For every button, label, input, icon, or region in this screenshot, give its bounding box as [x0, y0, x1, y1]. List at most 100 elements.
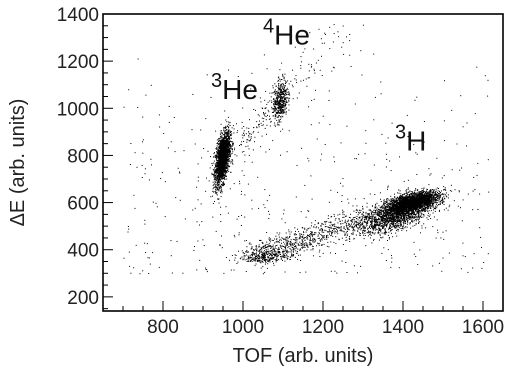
data-point — [273, 99, 275, 101]
data-point — [226, 140, 228, 141]
data-point — [278, 107, 280, 109]
data-point — [218, 190, 220, 192]
data-point — [418, 206, 420, 208]
data-point — [437, 192, 438, 193]
data-point — [412, 211, 413, 213]
data-point — [217, 181, 219, 183]
data-point — [389, 206, 391, 208]
data-point — [430, 200, 432, 201]
data-point — [288, 100, 290, 102]
data-point — [283, 103, 285, 105]
data-point — [289, 97, 291, 99]
data-point — [280, 110, 282, 112]
data-point — [416, 197, 418, 199]
data-point — [216, 175, 218, 177]
data-point — [228, 127, 229, 129]
data-point — [214, 185, 216, 187]
data-point — [419, 201, 421, 203]
data-point — [220, 169, 222, 170]
data-point — [218, 152, 220, 154]
data-point — [427, 202, 429, 204]
data-point — [426, 196, 428, 198]
data-point — [418, 192, 420, 194]
data-point — [221, 168, 223, 170]
data-point — [399, 201, 401, 202]
data-point — [220, 190, 222, 192]
data-point — [389, 203, 391, 205]
data-point — [221, 145, 223, 147]
data-point — [275, 103, 277, 105]
data-point — [407, 191, 409, 193]
data-point — [412, 192, 413, 194]
data-point — [232, 163, 234, 165]
data-point — [217, 157, 219, 159]
data-point — [276, 96, 278, 98]
data-point — [284, 111, 286, 113]
data-point — [220, 192, 221, 194]
data-point — [212, 162, 214, 164]
data-point — [216, 172, 218, 174]
data-point — [218, 175, 220, 177]
data-point — [226, 147, 228, 149]
data-point — [413, 216, 415, 218]
data-point — [404, 200, 406, 202]
data-point — [276, 104, 278, 106]
data-point — [423, 187, 425, 189]
data-point — [218, 144, 220, 146]
data-point — [211, 174, 213, 176]
data-point — [225, 150, 227, 151]
data-point — [216, 189, 218, 191]
data-point — [222, 137, 224, 139]
data-point — [392, 198, 394, 199]
data-point — [223, 162, 225, 164]
data-point — [436, 194, 438, 195]
data-point — [230, 134, 232, 135]
data-point — [222, 158, 224, 159]
data-point — [220, 162, 222, 164]
data-point — [420, 192, 422, 194]
data-point — [227, 132, 229, 134]
data-point — [275, 93, 277, 95]
data-point — [279, 96, 281, 98]
data-point — [387, 210, 389, 212]
data-point — [228, 143, 230, 145]
data-point — [276, 103, 278, 105]
data-point — [227, 162, 229, 164]
data-point — [426, 188, 428, 190]
data-point — [220, 140, 222, 142]
data-point — [364, 220, 366, 222]
data-point — [216, 172, 218, 174]
data-point — [219, 171, 221, 173]
data-point — [415, 193, 417, 195]
data-point — [426, 193, 428, 194]
data-point — [458, 191, 460, 193]
data-point — [282, 75, 284, 77]
data-point — [220, 133, 222, 135]
data-point — [278, 124, 279, 126]
data-point — [422, 202, 424, 204]
data-point — [221, 178, 223, 179]
data-point — [277, 92, 279, 94]
data-point — [283, 96, 285, 98]
data-point — [419, 191, 421, 193]
data-point — [442, 201, 444, 203]
data-point — [224, 154, 226, 156]
data-point — [278, 112, 280, 114]
data-point — [419, 193, 421, 195]
data-point — [221, 171, 222, 172]
data-point — [218, 150, 220, 152]
data-point — [222, 184, 224, 186]
data-point — [224, 168, 226, 170]
data-point — [216, 179, 218, 181]
data-point — [225, 125, 227, 127]
data-point — [277, 101, 279, 103]
data-point — [382, 208, 384, 209]
data-point — [441, 199, 443, 201]
data-point — [282, 98, 284, 100]
data-point — [219, 179, 220, 181]
data-point — [218, 180, 220, 182]
data-point — [221, 137, 223, 139]
data-point — [218, 168, 220, 170]
data-point — [277, 113, 279, 115]
